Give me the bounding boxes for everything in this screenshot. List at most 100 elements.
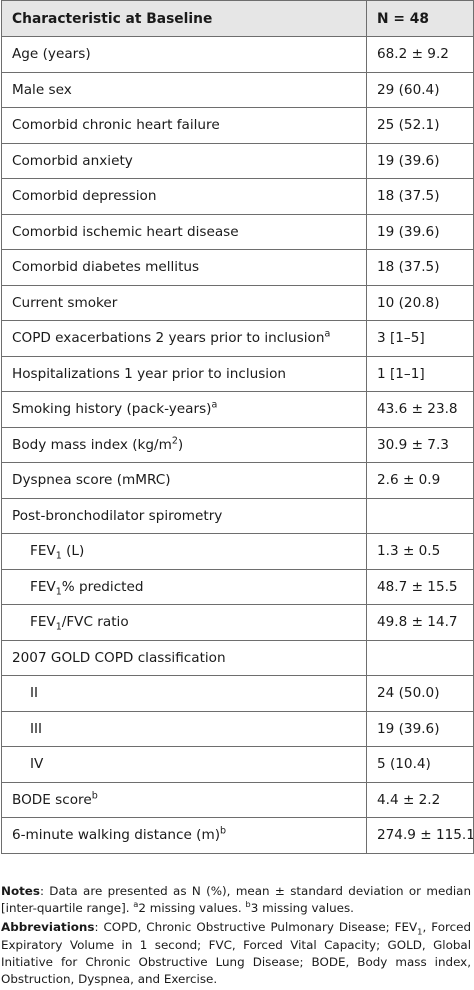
table-row: Male sex 29 (60.4) (1, 71, 474, 108)
characteristic-sup: a (324, 328, 331, 340)
characteristic-pre: Comorbid anxiety (12, 152, 133, 169)
header-characteristic: Characteristic at Baseline (1, 0, 367, 37)
table-row: Comorbid chronic heart failure 25 (52.1) (1, 107, 474, 144)
value-cell: 1.3 ± 0.5 (366, 533, 474, 570)
characteristic-cell: Comorbid depression (1, 178, 367, 215)
value-cell: 2.6 ± 0.9 (366, 462, 474, 499)
characteristic-pre: IV (30, 756, 44, 773)
value-cell (366, 497, 474, 534)
value-cell: 43.6 ± 23.8 (366, 391, 474, 428)
characteristic-post: % predicted (61, 578, 144, 595)
characteristic-sup: b (91, 790, 98, 802)
characteristic-cell: Hospitalizations 1 year prior to inclusi… (1, 355, 367, 392)
value-cell: 3 [1–5] (366, 320, 474, 357)
characteristic-cell: Age (years) (1, 36, 367, 73)
characteristic-pre: 6-minute walking distance (m) (12, 827, 221, 844)
table-row: Comorbid diabetes mellitus 18 (37.5) (1, 249, 474, 286)
characteristic-cell: 6-minute walking distance (m)b (1, 817, 367, 854)
characteristic-pre: Comorbid diabetes mellitus (12, 259, 200, 276)
table-row: Body mass index (kg/m2) 30.9 ± 7.3 (1, 426, 474, 463)
table-row: Smoking history (pack-years)a 43.6 ± 23.8 (1, 391, 474, 428)
characteristic-pre: Comorbid chronic heart failure (12, 117, 220, 134)
value-cell: 25 (52.1) (366, 107, 474, 144)
characteristic-pre: 2007 GOLD COPD classification (12, 649, 226, 666)
characteristic-pre: Hospitalizations 1 year prior to inclusi… (12, 365, 287, 382)
notes-sup-a: a (133, 899, 139, 910)
characteristic-cell: Male sex (1, 71, 367, 108)
value-cell: 19 (39.6) (366, 213, 474, 250)
characteristic-cell: III (1, 710, 367, 747)
value-cell: 1 [1–1] (366, 355, 474, 392)
characteristic-pre: III (30, 720, 43, 737)
header-n: N = 48 (366, 0, 474, 37)
characteristic-pre: Dyspnea score (mMRC) (12, 472, 171, 489)
characteristic-cell: II (1, 675, 367, 712)
characteristic-cell: COPD exacerbations 2 years prior to incl… (1, 320, 367, 357)
table-row: IV 5 (10.4) (1, 746, 474, 783)
notes-sup-b: b (245, 899, 251, 910)
characteristic-sup: 2 (171, 435, 178, 447)
characteristic-cell: IV (1, 746, 367, 783)
table-row: Age (years) 68.2 ± 9.2 (1, 36, 474, 73)
value-cell: 4.4 ± 2.2 (366, 781, 474, 818)
characteristic-post: (L) (61, 543, 85, 560)
characteristic-pre: Male sex (12, 81, 72, 98)
table-row: Current smoker 10 (20.8) (1, 284, 474, 321)
characteristic-sup: a (211, 399, 218, 411)
table-row: 2007 GOLD COPD classification (1, 639, 474, 676)
table-row: FEV1% predicted 48.7 ± 15.5 (1, 568, 474, 605)
notes-label: Notes (1, 884, 40, 898)
characteristic-pre: FEV (30, 543, 56, 560)
characteristic-pre: II (30, 685, 39, 702)
characteristic-cell: Comorbid diabetes mellitus (1, 249, 367, 286)
characteristic-sub: 1 (55, 550, 62, 562)
characteristic-sub: 1 (55, 586, 62, 598)
value-cell: 19 (39.6) (366, 710, 474, 747)
characteristic-cell: Smoking history (pack-years)a (1, 391, 367, 428)
characteristic-cell: Dyspnea score (mMRC) (1, 462, 367, 499)
characteristic-cell: BODE scoreb (1, 781, 367, 818)
abbreviations-paragraph: Abbreviations: COPD, Chronic Obstructive… (1, 919, 471, 988)
characteristic-cell: FEV1% predicted (1, 568, 367, 605)
characteristic-cell: Comorbid chronic heart failure (1, 107, 367, 144)
notes-text: : Data are presented as N (%), mean ± st… (1, 884, 471, 916)
characteristic-cell: Body mass index (kg/m2) (1, 426, 367, 463)
table-row: COPD exacerbations 2 years prior to incl… (1, 320, 474, 357)
characteristic-pre: Comorbid depression (12, 188, 157, 205)
baseline-characteristics-table: Characteristic at Baseline N = 48 Age (y… (1, 0, 474, 854)
value-cell: 29 (60.4) (366, 71, 474, 108)
table-row: Hospitalizations 1 year prior to inclusi… (1, 355, 474, 392)
table-row: Comorbid anxiety 19 (39.6) (1, 142, 474, 179)
value-cell: 5 (10.4) (366, 746, 474, 783)
characteristic-pre: Current smoker (12, 294, 118, 311)
table-row: FEV1/FVC ratio 49.8 ± 14.7 (1, 604, 474, 641)
characteristic-pre: Post-bronchodilator spirometry (12, 507, 223, 524)
characteristic-post: ) (177, 436, 184, 453)
table-row: Post-bronchodilator spirometry (1, 497, 474, 534)
notes-paragraph: Notes: Data are presented as N (%), mean… (1, 883, 471, 917)
abbreviations-sub: 1 (417, 926, 423, 937)
notes-text: 3 missing values. (250, 901, 354, 916)
characteristic-cell: FEV1 (L) (1, 533, 367, 570)
characteristic-cell: 2007 GOLD COPD classification (1, 639, 367, 676)
table-row: II 24 (50.0) (1, 675, 474, 712)
characteristic-sup: b (220, 825, 227, 837)
value-cell: 18 (37.5) (366, 249, 474, 286)
table-row: III 19 (39.6) (1, 710, 474, 747)
value-cell: 10 (20.8) (366, 284, 474, 321)
value-cell: 18 (37.5) (366, 178, 474, 215)
table-row: Comorbid ischemic heart disease 19 (39.6) (1, 213, 474, 250)
abbreviations-text: : COPD, Chronic Obstructive Pulmonary Di… (94, 920, 418, 935)
value-cell: 274.9 ± 115.1 (366, 817, 474, 854)
table-header-row: Characteristic at Baseline N = 48 (1, 0, 474, 37)
characteristic-cell: Current smoker (1, 284, 367, 321)
characteristic-sub: 1 (55, 621, 62, 633)
table-row: FEV1 (L) 1.3 ± 0.5 (1, 533, 474, 570)
value-cell: 19 (39.6) (366, 142, 474, 179)
characteristic-pre: COPD exacerbations 2 years prior to incl… (12, 330, 325, 347)
value-cell: 49.8 ± 14.7 (366, 604, 474, 641)
characteristic-cell: Comorbid ischemic heart disease (1, 213, 367, 250)
table-footnotes: Notes: Data are presented as N (%), mean… (1, 883, 471, 990)
value-cell: 30.9 ± 7.3 (366, 426, 474, 463)
